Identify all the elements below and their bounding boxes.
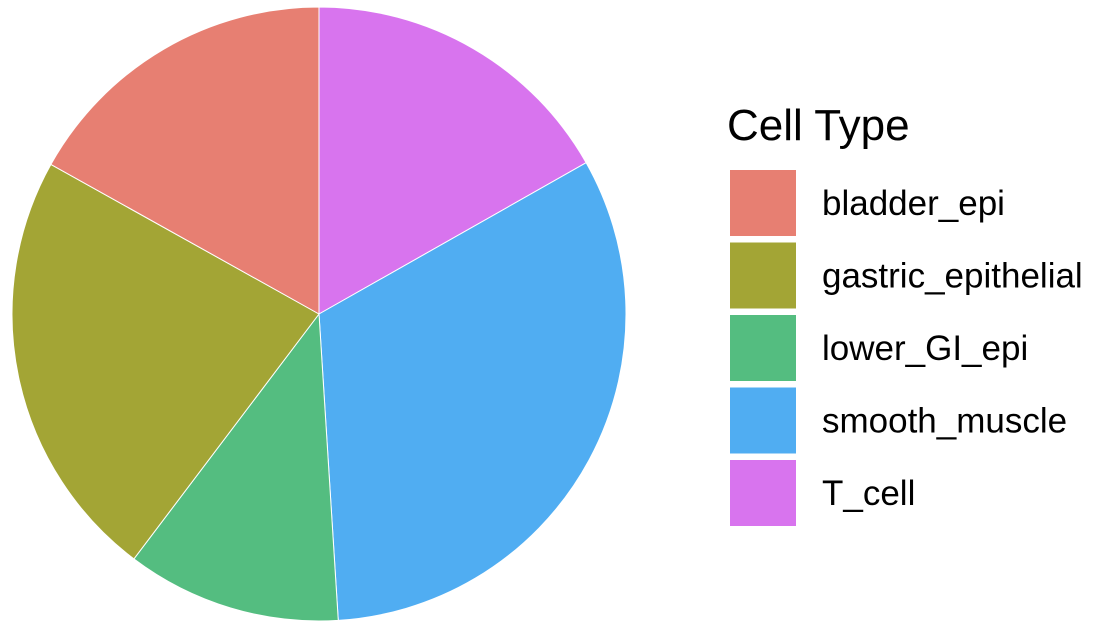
legend-key-lower-gi-epi [730, 315, 796, 381]
legend-key-bladder-epi [730, 170, 796, 236]
legend-key-t-cell [730, 460, 796, 526]
legend-label-t-cell: T_cell [822, 474, 915, 513]
legend-key-smooth-muscle [730, 387, 796, 454]
legend-label-gastric-epithelial: gastric_epithelial [822, 257, 1083, 296]
legend-key-gastric-epithelial [730, 242, 796, 309]
pie-slice-bladder-epi [50, 6, 320, 315]
pie-slice-gastric-epithelial [11, 163, 320, 560]
pie-slice-t-cell [318, 6, 587, 315]
legend-label-smooth-muscle: smooth_muscle [822, 402, 1067, 441]
pie [11, 6, 627, 622]
pie-slice-lower-gi-epi [133, 312, 339, 622]
legend-title: Cell Type [727, 101, 910, 150]
legend: Cell Type bladder_epi gastric_epitheliall… [727, 101, 1083, 526]
legend-label-bladder-epi: bladder_epi [822, 184, 1005, 223]
pie-slice-smooth-muscle [318, 162, 627, 621]
legend-label-lower-gi-epi: lower_GI_epi [822, 329, 1028, 368]
